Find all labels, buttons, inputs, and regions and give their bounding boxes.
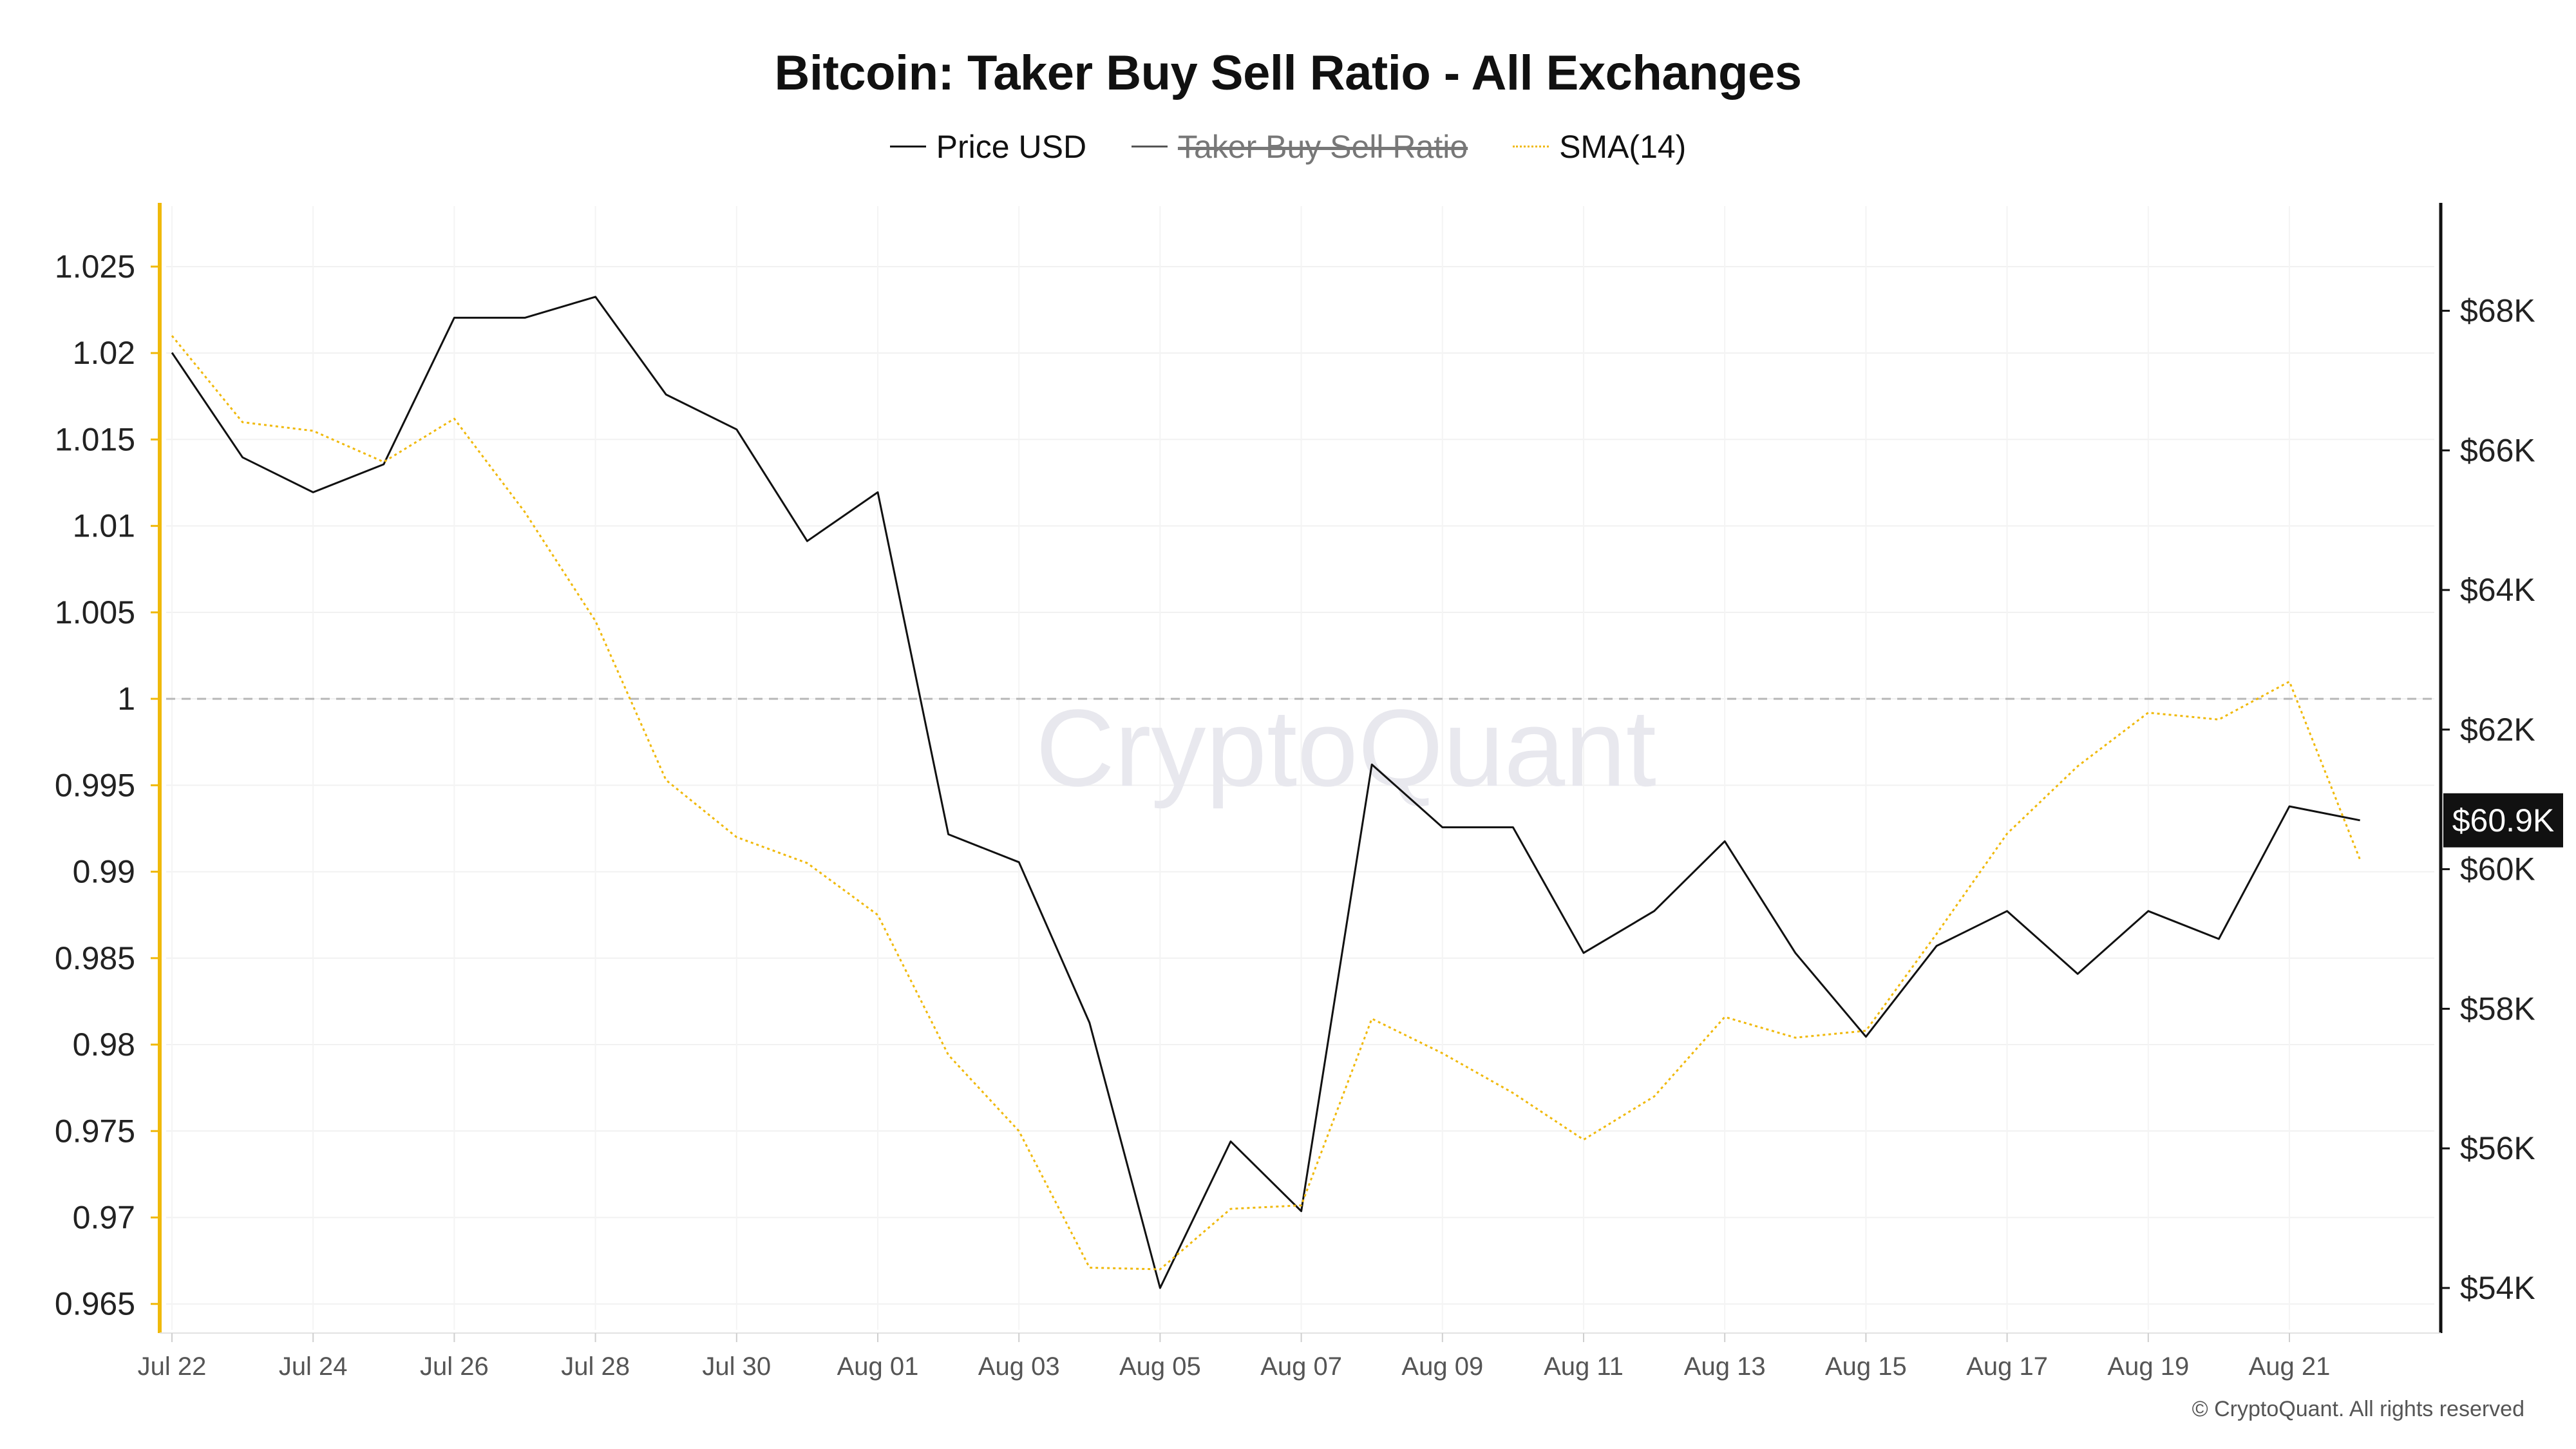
copyright-text: © CryptoQuant. All rights reserved: [2192, 1397, 2524, 1421]
x-axis-tick-label: Aug 01: [837, 1352, 919, 1381]
right-axis-tick-label: $60K: [2460, 851, 2535, 887]
x-axis-tick-label: Jul 24: [279, 1352, 348, 1381]
x-axis-tick-label: Jul 22: [138, 1352, 207, 1381]
grid: [166, 206, 2434, 1330]
left-axis-tick-label: 1.025: [55, 249, 135, 285]
right-axis-tick-label: $58K: [2460, 990, 2535, 1027]
axes: [151, 203, 2450, 1342]
right-axis-tick-label: $64K: [2460, 572, 2535, 608]
x-axis-tick-label: Aug 13: [1684, 1352, 1766, 1381]
legend-label-sma: SMA(14): [1559, 128, 1687, 165]
left-axis-tick-label: 0.98: [73, 1027, 135, 1063]
axis-labels: 1.025 1.02 1.015 1.01 1.005 1 0.995 0.99 0.985 0.…: [55, 249, 2563, 1381]
legend-label-price: Price USD: [936, 128, 1087, 165]
x-axis-tick-label: Aug 21: [2249, 1352, 2331, 1381]
x-axis-tick-label: Aug 09: [1401, 1352, 1483, 1381]
right-axis-tick-label: $62K: [2460, 712, 2535, 748]
legend-swatch-sma: [1513, 146, 1549, 148]
x-axis-tick-label: Aug 15: [1825, 1352, 1907, 1381]
left-axis-tick-label: 1.01: [73, 508, 135, 544]
left-axis-tick-label: 1.015: [55, 421, 135, 457]
current-price-badge-bg: [2443, 793, 2563, 848]
legend-item-price[interactable]: Price USD: [889, 128, 1087, 166]
right-axis-tick-label: $54K: [2460, 1270, 2535, 1306]
right-axis-tick-label: $66K: [2460, 432, 2535, 468]
left-axis-tick-label: 0.995: [55, 767, 135, 803]
left-axis-tick-label: 1.005: [55, 594, 135, 630]
right-axis-tick-label: $68K: [2460, 293, 2535, 329]
legend-label-taker-ratio: Taker Buy Sell Ratio: [1177, 128, 1468, 165]
left-axis-tick-label: 0.965: [55, 1286, 135, 1322]
chart-title: Bitcoin: Taker Buy Sell Ratio - All Exch…: [774, 46, 1803, 100]
x-axis-tick-label: Aug 05: [1119, 1352, 1201, 1381]
left-axis-tick-label: 0.99: [73, 854, 135, 890]
x-axis-tick-label: Aug 11: [1544, 1352, 1624, 1381]
legend-swatch-price: [889, 146, 926, 148]
x-axis-tick-label: Aug 03: [978, 1352, 1060, 1381]
x-axis-tick-label: Jul 26: [420, 1352, 489, 1381]
x-axis-tick-label: Jul 30: [702, 1352, 771, 1381]
series: [171, 296, 2361, 1289]
left-axis-tick-label: 0.985: [55, 940, 135, 976]
series-line-sma14: [171, 335, 2361, 1271]
x-axis-tick-label: Aug 07: [1260, 1352, 1342, 1381]
left-axis-tick-label: 1: [117, 681, 135, 717]
current-price-label: $60.9K: [2452, 802, 2554, 838]
legend: Price USD Taker Buy Sell Ratio SMA(14): [0, 126, 2576, 166]
right-axis-tick-label: $56K: [2460, 1130, 2535, 1166]
watermark-text: CryptoQuant: [1036, 687, 1656, 810]
legend-item-taker-ratio[interactable]: Taker Buy Sell Ratio: [1131, 128, 1468, 166]
left-axis-tick-label: 0.97: [73, 1200, 135, 1236]
series-line-price-usd: [171, 296, 2360, 1289]
legend-item-sma[interactable]: SMA(14): [1513, 128, 1686, 166]
x-axis-tick-label: Aug 17: [1966, 1352, 2048, 1381]
x-axis-tick-label: Jul 28: [561, 1352, 630, 1381]
current-price-badge: $60.9K: [2443, 793, 2563, 848]
left-axis-tick-label: 0.975: [55, 1113, 135, 1149]
x-axis-tick-label: Aug 19: [2107, 1352, 2189, 1381]
legend-swatch-taker-ratio: [1131, 146, 1168, 148]
left-axis-tick-label: 1.02: [73, 335, 135, 371]
